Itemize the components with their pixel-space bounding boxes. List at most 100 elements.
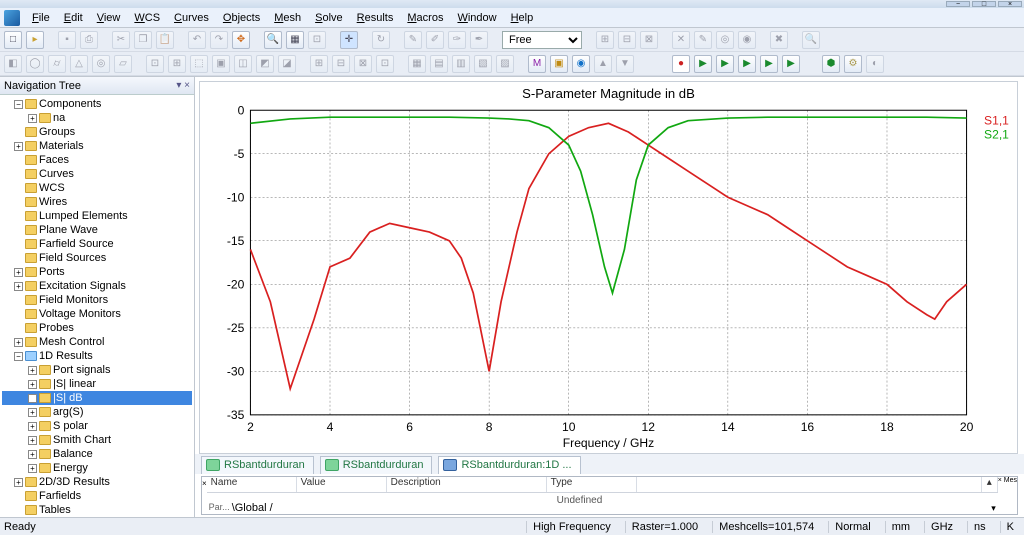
- t2[interactable]: ⊟: [618, 31, 636, 49]
- expand-icon[interactable]: +: [28, 394, 37, 403]
- tree-item[interactable]: +|S| linear: [2, 377, 192, 391]
- expand-icon[interactable]: +: [14, 142, 23, 151]
- tree-item[interactable]: +Materials: [2, 139, 192, 153]
- expand-icon[interactable]: +: [14, 282, 23, 291]
- close-button[interactable]: ×: [998, 1, 1022, 7]
- brush3-button[interactable]: ✑: [448, 31, 466, 49]
- propgrid-side-right[interactable]: × Mes: [998, 477, 1017, 514]
- doc-tab[interactable]: RSbantdurduran: [320, 456, 433, 474]
- shape-sphere[interactable]: ◯: [26, 55, 44, 73]
- expand-icon[interactable]: +: [28, 366, 37, 375]
- tree-item[interactable]: Plane Wave: [2, 223, 192, 237]
- menu-mesh[interactable]: Mesh: [268, 10, 307, 26]
- t6[interactable]: ◎: [716, 31, 734, 49]
- tree-item[interactable]: +arg(S): [2, 405, 192, 419]
- run5-button[interactable]: ▶: [782, 55, 800, 73]
- run2-button[interactable]: ▶: [716, 55, 734, 73]
- tree-item[interactable]: +na: [2, 111, 192, 125]
- run1-button[interactable]: ▶: [694, 55, 712, 73]
- redo-button[interactable]: ↷: [210, 31, 228, 49]
- tree-item[interactable]: Field Monitors: [2, 293, 192, 307]
- tree-item[interactable]: +Port signals: [2, 363, 192, 377]
- propgrid-scroll-up[interactable]: ▴: [982, 477, 998, 492]
- tree-item[interactable]: +2D/3D Results: [2, 475, 192, 489]
- tree-item[interactable]: Wires: [2, 195, 192, 209]
- tree-item[interactable]: Voltage Monitors: [2, 307, 192, 321]
- tree-item[interactable]: Farfields: [2, 489, 192, 503]
- menu-solve[interactable]: Solve: [309, 10, 349, 26]
- tree-item[interactable]: +S polar: [2, 419, 192, 433]
- run4-button[interactable]: ▶: [760, 55, 778, 73]
- globe-button[interactable]: ◉: [572, 55, 590, 73]
- copy-button[interactable]: ❐: [134, 31, 152, 49]
- t4[interactable]: ✕: [672, 31, 690, 49]
- t7[interactable]: ◉: [738, 31, 756, 49]
- navigation-tree[interactable]: −Components+naGroups+MaterialsFacesCurve…: [0, 95, 194, 517]
- f1[interactable]: ◐: [866, 55, 884, 73]
- b7[interactable]: ◪: [278, 55, 296, 73]
- propgrid-col-value[interactable]: Value: [297, 477, 387, 492]
- tree-item[interactable]: +Balance: [2, 447, 192, 461]
- tree-item[interactable]: Field Sources: [2, 251, 192, 265]
- t8[interactable]: ✖: [770, 31, 788, 49]
- d3[interactable]: ▥: [452, 55, 470, 73]
- propgrid-tab-global[interactable]: \Global /: [232, 502, 273, 514]
- brush4-button[interactable]: ✒: [470, 31, 488, 49]
- expand-icon[interactable]: +: [28, 422, 37, 431]
- propgrid-col-desc[interactable]: Description: [387, 477, 547, 492]
- propgrid-col-type[interactable]: Type: [547, 477, 637, 492]
- expand-icon[interactable]: +: [28, 114, 37, 123]
- tree-item[interactable]: +Excitation Signals: [2, 279, 192, 293]
- tree-item[interactable]: +|S| dB: [2, 391, 192, 405]
- expand-icon[interactable]: +: [14, 338, 23, 347]
- gears-button[interactable]: ⚙: [844, 55, 862, 73]
- e1[interactable]: ▲: [594, 55, 612, 73]
- rec-button[interactable]: ●: [672, 55, 690, 73]
- menu-wcs[interactable]: WCS: [128, 10, 166, 26]
- b5[interactable]: ◫: [234, 55, 252, 73]
- tree-item[interactable]: −1D Results: [2, 349, 192, 363]
- brush2-button[interactable]: ✐: [426, 31, 444, 49]
- open-button[interactable]: ▸: [26, 31, 44, 49]
- paste-button[interactable]: 📋: [156, 31, 174, 49]
- b1[interactable]: ⊡: [146, 55, 164, 73]
- property-grid[interactable]: × Name Value Description Type ▴ Undefine…: [201, 476, 1018, 515]
- expand-icon[interactable]: +: [28, 464, 37, 473]
- menu-objects[interactable]: Objects: [217, 10, 266, 26]
- b6[interactable]: ◩: [256, 55, 274, 73]
- expand-icon[interactable]: +: [14, 478, 23, 487]
- zoom-button[interactable]: 🔍: [264, 31, 282, 49]
- b3[interactable]: ⬚: [190, 55, 208, 73]
- menu-window[interactable]: Window: [451, 10, 502, 26]
- cube-button[interactable]: ⬢: [822, 55, 840, 73]
- macro-button[interactable]: M: [528, 55, 546, 73]
- t3[interactable]: ⊠: [640, 31, 658, 49]
- tree-item[interactable]: Farfield Source: [2, 237, 192, 251]
- menu-edit[interactable]: Edit: [58, 10, 89, 26]
- shape-cone[interactable]: △: [70, 55, 88, 73]
- menu-help[interactable]: Help: [505, 10, 540, 26]
- new-button[interactable]: □: [4, 31, 22, 49]
- menu-macros[interactable]: Macros: [401, 10, 449, 26]
- e2[interactable]: ▼: [616, 55, 634, 73]
- c1[interactable]: ⊞: [310, 55, 328, 73]
- expand-icon[interactable]: +: [28, 450, 37, 459]
- snap-combo[interactable]: Free: [502, 31, 582, 49]
- tree-item[interactable]: Probes: [2, 321, 192, 335]
- shape-torus[interactable]: ◎: [92, 55, 110, 73]
- nav-pin-icon[interactable]: ▾ ×: [176, 80, 190, 91]
- d1[interactable]: ▦: [408, 55, 426, 73]
- tree-item[interactable]: +Mesh Control: [2, 335, 192, 349]
- tree-item[interactable]: Tables: [2, 503, 192, 517]
- expand-icon[interactable]: +: [28, 408, 37, 417]
- tree-item[interactable]: Groups: [2, 125, 192, 139]
- propgrid-col-name[interactable]: Name: [207, 477, 297, 492]
- tree-item[interactable]: +Energy: [2, 461, 192, 475]
- c4[interactable]: ⊡: [376, 55, 394, 73]
- menu-file[interactable]: File: [26, 10, 56, 26]
- maximize-button[interactable]: □: [972, 1, 996, 7]
- save-button[interactable]: ▪: [58, 31, 76, 49]
- c2[interactable]: ⊟: [332, 55, 350, 73]
- c3[interactable]: ⊠: [354, 55, 372, 73]
- expand-icon[interactable]: −: [14, 100, 23, 109]
